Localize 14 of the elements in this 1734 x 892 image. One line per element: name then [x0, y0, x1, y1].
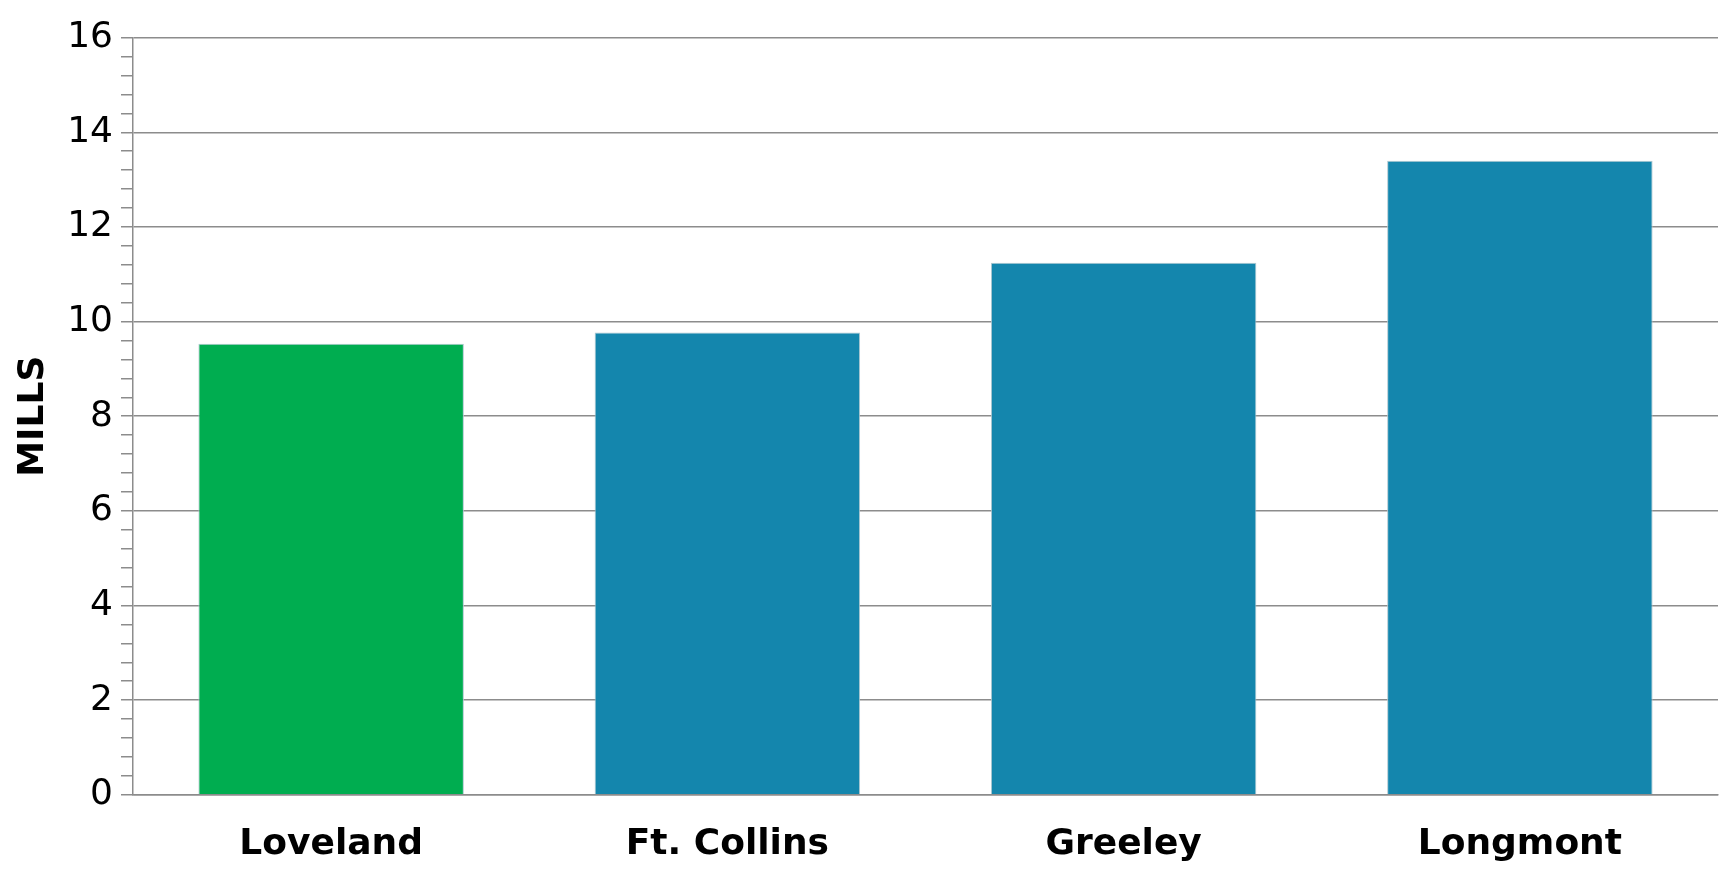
y-tick-label: 8 [90, 392, 114, 434]
y-tick-label: 4 [90, 581, 114, 623]
x-tick-label: Longmont [1417, 820, 1622, 862]
x-tick-label: Greeley [1045, 820, 1202, 862]
y-tick-label: 6 [90, 487, 114, 529]
x-tick-label: Ft. Collins [625, 820, 830, 862]
y-tick-label: 16 [67, 13, 114, 55]
y-tick-label: 10 [67, 297, 114, 339]
y-tick-label: 0 [90, 771, 114, 813]
y-tick-label: 14 [67, 108, 114, 150]
y-axis-title: MILLS [9, 355, 51, 477]
x-tick-label: Loveland [239, 820, 423, 862]
y-tick-label: 12 [67, 203, 114, 245]
y-tick-label: 2 [90, 676, 114, 718]
